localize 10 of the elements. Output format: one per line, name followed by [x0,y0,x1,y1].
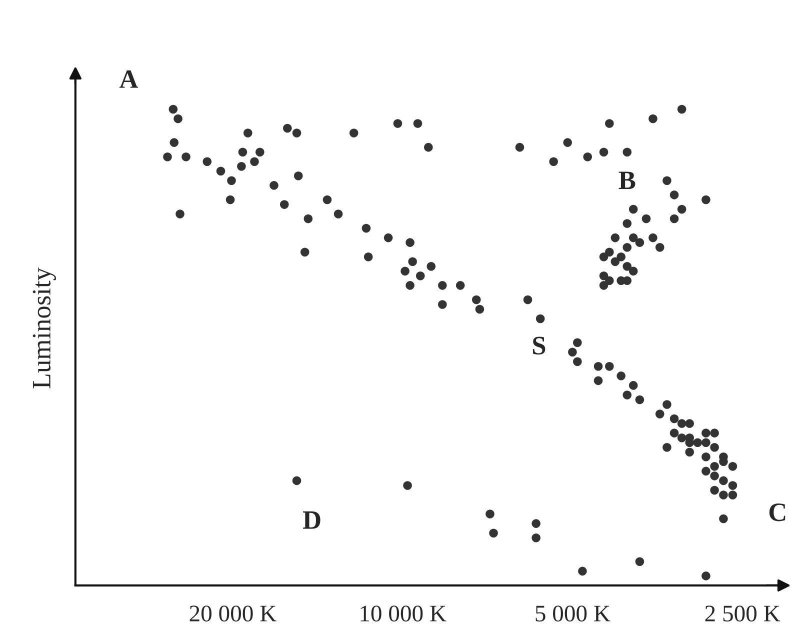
annotation: A [119,70,138,88]
x-tick-label: 5 000 K [536,606,610,622]
x-tick-label: 20 000 K [190,606,276,622]
x-tick-label: 10 000 K [360,606,446,622]
y-axis-title: Luminosity [32,268,56,388]
annotation: S [533,336,546,355]
annotation: D [302,511,320,529]
x-tick-label: 2 500 K [705,606,780,622]
annotation: C [769,504,786,522]
annotation: B [618,172,636,190]
